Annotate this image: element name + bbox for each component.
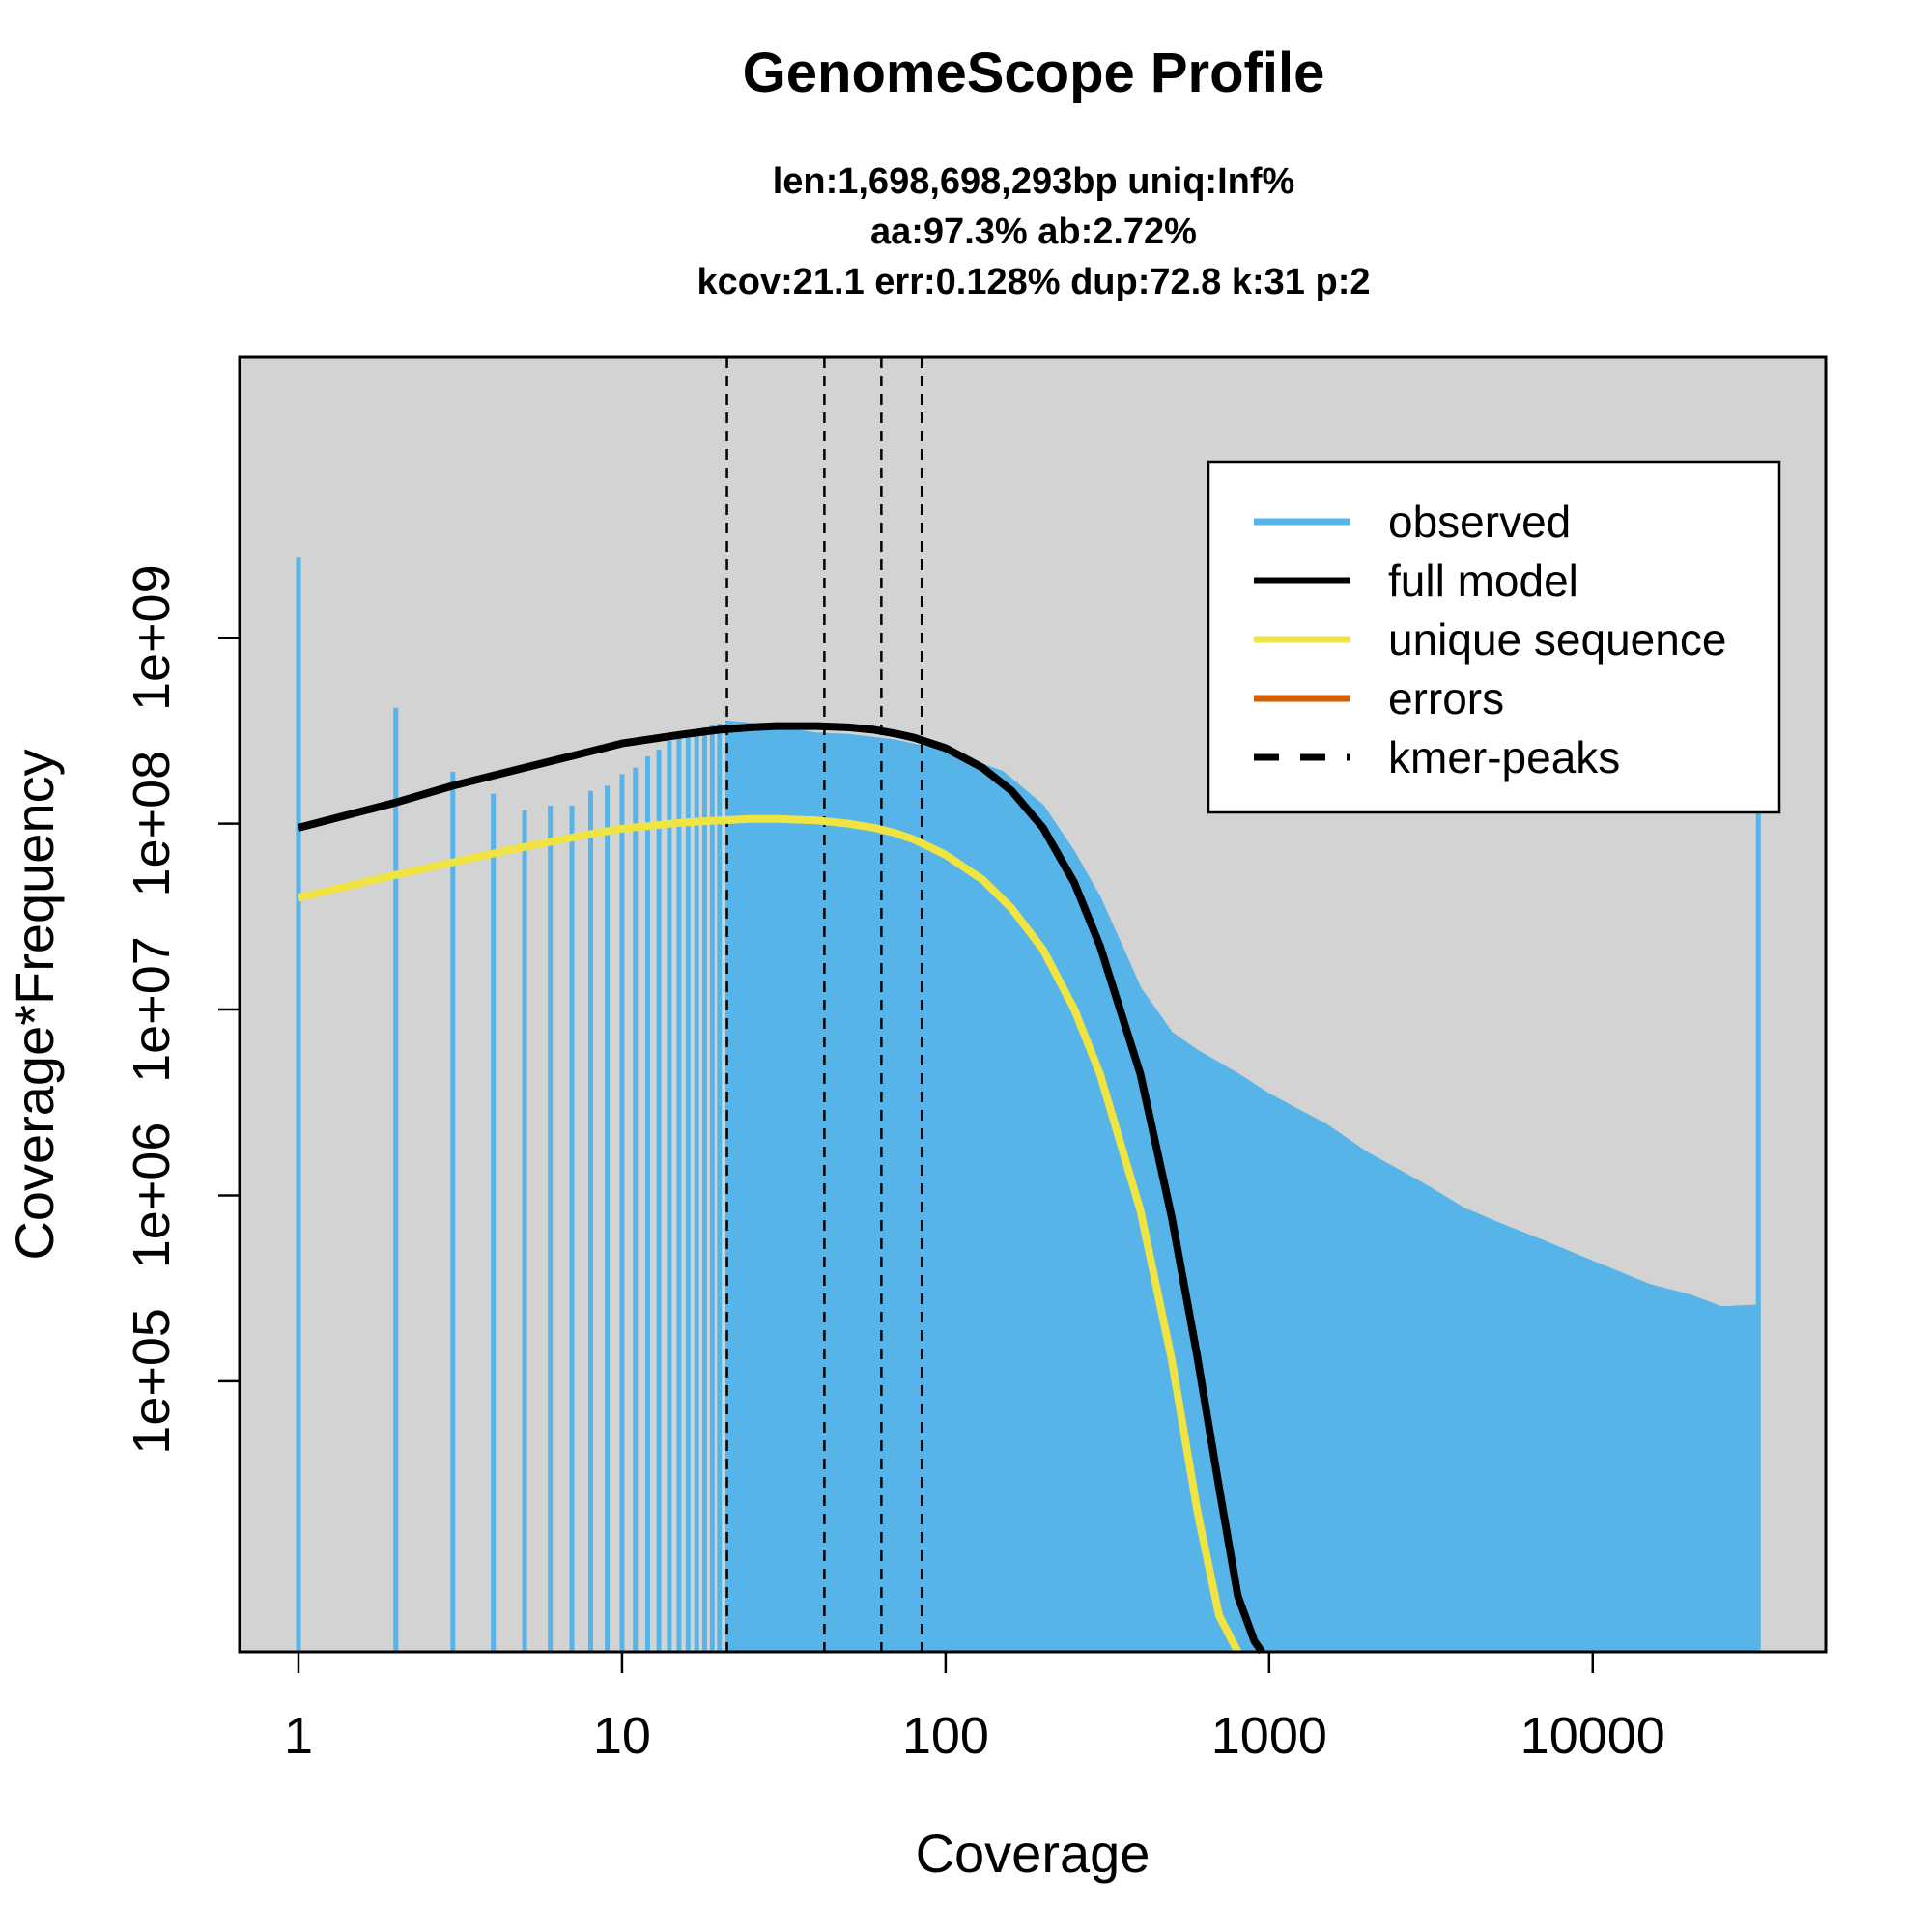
legend-label: full model <box>1388 555 1578 606</box>
chart-title: GenomeScope Profile <box>743 42 1325 104</box>
x-tick-label: 100 <box>902 1707 989 1765</box>
chart-subtitle-line-1: len:1,698,698,293bp uniq:Inf% <box>773 161 1295 202</box>
y-tick-label: 1e+08 <box>123 751 181 897</box>
legend-label: errors <box>1388 673 1504 724</box>
observed-histogram <box>296 507 1761 1653</box>
x-tick-label: 1 <box>284 1707 313 1765</box>
legend: observed full model unique sequence errors k… <box>1207 460 1781 814</box>
y-tick-label: 1e+09 <box>123 564 181 711</box>
unique-sequence-curve <box>298 814 1241 1654</box>
x-tick-label: 10000 <box>1520 1707 1665 1765</box>
y-axis: 1e+05 1e+06 1e+07 1e+08 1e+09 <box>123 564 242 1455</box>
y-tick-label: 1e+07 <box>123 936 181 1083</box>
x-tick-label: 10 <box>593 1707 651 1765</box>
y-tick-label: 1e+05 <box>123 1308 181 1455</box>
legend-label: kmer-peaks <box>1388 732 1620 782</box>
kmer-peak-lines <box>725 357 923 1652</box>
chart-subtitle-line-2: aa:97.3% ab:2.72% <box>870 212 1197 252</box>
legend-label: unique sequence <box>1388 614 1726 665</box>
y-axis-label: Coverage*Frequency <box>4 749 65 1260</box>
model-curves <box>297 722 1265 1655</box>
y-tick-label: 1e+06 <box>123 1122 181 1269</box>
observed-area <box>724 720 1757 1653</box>
legend-label: observed <box>1388 497 1571 547</box>
chart-subtitle-line-3: kcov:21.1 err:0.128% dup:72.8 k:31 p:2 <box>696 262 1370 302</box>
legend-entries: observed full model unique sequence errors k… <box>1254 497 1726 782</box>
x-axis-label: Coverage <box>916 1823 1151 1884</box>
x-axis: 1 10 100 1000 10000 <box>284 1650 1665 1765</box>
full-model-curve <box>297 722 1265 1655</box>
x-tick-label: 1000 <box>1211 1707 1327 1765</box>
